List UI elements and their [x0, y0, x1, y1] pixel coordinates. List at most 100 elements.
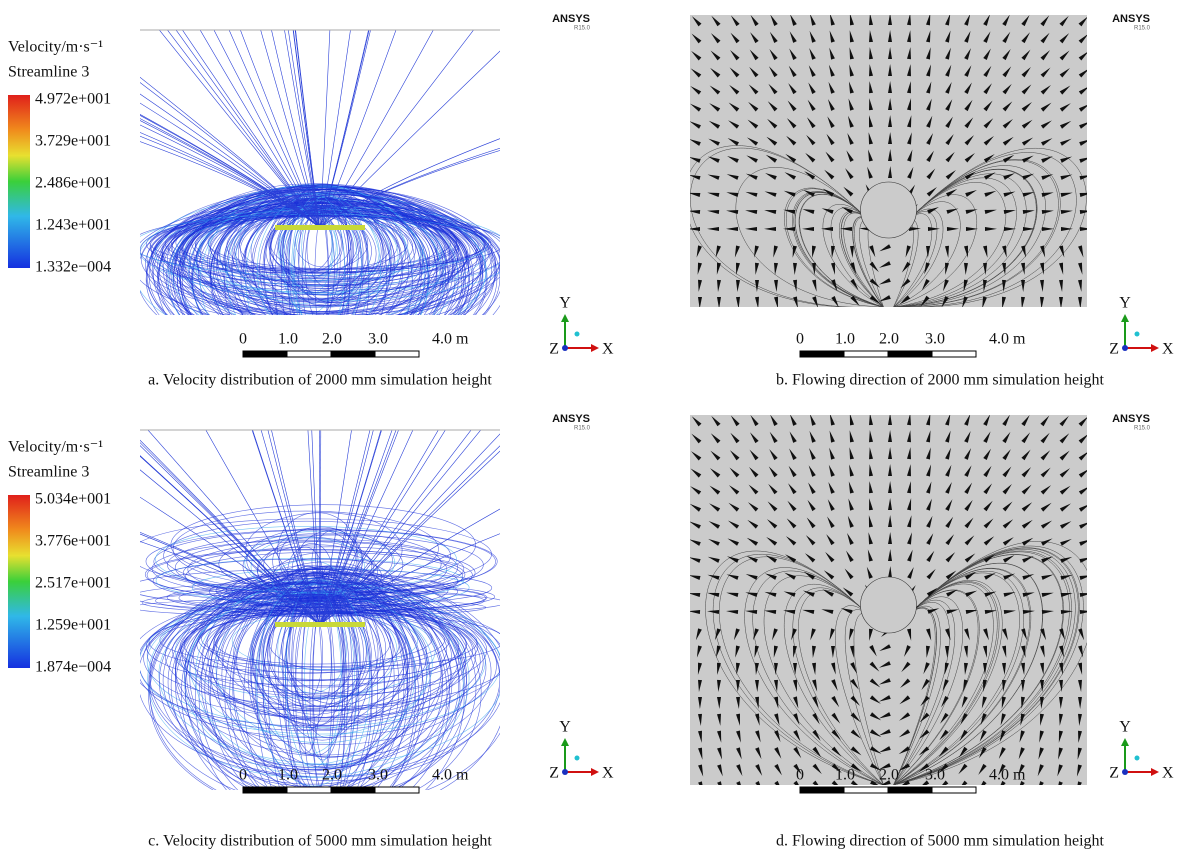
scale-segment	[800, 787, 844, 793]
simulation-image	[684, 13, 1092, 309]
hub	[861, 577, 917, 633]
color-bar	[8, 495, 30, 668]
legend-label: 5.034e+001	[35, 491, 111, 508]
logo-version: R15.0	[1134, 426, 1151, 432]
view-dot	[1135, 332, 1140, 337]
scale-segment	[800, 351, 844, 357]
color-bar	[8, 95, 30, 268]
scale-segment	[331, 787, 375, 793]
axis-y-label: Y	[1119, 719, 1131, 736]
scale-segment	[932, 787, 976, 793]
caption: d. Flowing direction of 5000 mm simulati…	[776, 833, 1105, 850]
scale-label: 2.0	[322, 767, 342, 784]
y-arrow-head	[561, 314, 569, 322]
legend-label: 3.776e+001	[35, 533, 111, 550]
scale-label: 1.0	[278, 767, 298, 784]
axis-z-label: Z	[549, 765, 559, 782]
scale-label: 4.0 m	[989, 767, 1026, 784]
axis-x-label: X	[1162, 341, 1174, 358]
axis-x-label: X	[1162, 765, 1174, 782]
scale-segment	[243, 351, 287, 357]
y-arrow-head	[1121, 314, 1129, 322]
scale-label: 3.0	[368, 331, 388, 348]
origin	[562, 345, 568, 351]
scale-segment	[375, 351, 419, 357]
panel: Velocity/m·s⁻¹ Streamline 3 5.034e+001 3.77…	[0, 225, 687, 850]
origin	[562, 769, 568, 775]
streamline	[283, 215, 332, 272]
panel: Velocity/m·s⁻¹Streamline 34.972e+0013.72…	[0, 0, 699, 389]
view-dot	[575, 756, 580, 761]
logo-version: R15.0	[574, 26, 591, 32]
logo: ANSYS	[552, 13, 590, 25]
scale-segment	[888, 787, 932, 793]
legend-label: 1.332e−004	[35, 259, 111, 276]
scale-label: 0	[239, 767, 247, 784]
logo-version: R15.0	[574, 426, 591, 432]
view-dot	[1135, 756, 1140, 761]
legend-label: 2.486e+001	[35, 175, 111, 192]
legend-label: 1.259e+001	[35, 617, 111, 634]
legend-title: Velocity/m·s⁻¹	[8, 439, 103, 456]
x-arrow-head	[591, 344, 599, 352]
legend-subtitle: Streamline 3	[8, 64, 89, 81]
logo: ANSYS	[1112, 413, 1150, 425]
scale-label: 1.0	[278, 331, 298, 348]
y-arrow-head	[1121, 738, 1129, 746]
scale-segment	[932, 351, 976, 357]
axis-z-label: Z	[1109, 341, 1119, 358]
simulation-image	[0, 225, 687, 831]
scale-segment	[331, 351, 375, 357]
logo: ANSYS	[552, 413, 590, 425]
x-arrow-head	[1151, 344, 1159, 352]
axis-y-label: Y	[1119, 295, 1131, 312]
panel: ANSYSR15.0 0 1.0 2.0 3.0 4.0 m Y Z Xd. Flowing d…	[688, 413, 1174, 850]
scale-segment	[287, 351, 331, 357]
caption: b. Flowing direction of 2000 mm simulati…	[776, 372, 1105, 389]
scale-segment	[375, 787, 419, 793]
scale-label: 2.0	[879, 331, 899, 348]
axis-y-label: Y	[559, 719, 571, 736]
scale-label: 4.0 m	[432, 331, 469, 348]
x-arrow-head	[1151, 768, 1159, 776]
scale-label: 4.0 m	[989, 331, 1026, 348]
legend-label: 1.243e+001	[35, 217, 111, 234]
scale-segment	[844, 787, 888, 793]
scale-segment	[844, 351, 888, 357]
figure: Velocity/m·s⁻¹ Streamline 3 4.972e+001 3.72…	[0, 0, 1189, 852]
scale-segment	[287, 787, 331, 793]
logo: ANSYS	[1112, 13, 1150, 25]
scale-label: 3.0	[925, 767, 945, 784]
scale-label: 3.0	[368, 767, 388, 784]
caption: a. Velocity distribution of 2000 mm simu…	[148, 372, 492, 389]
hub	[861, 182, 917, 238]
scale-segment	[243, 787, 287, 793]
scale-label: 1.0	[835, 767, 855, 784]
panel: ANSYSR15.001.02.03.04.0 mYZXb. Flowing d…	[684, 13, 1174, 389]
scale-label: 4.0 m	[432, 767, 469, 784]
origin	[1122, 769, 1128, 775]
legend-label: 3.729e+001	[35, 133, 111, 150]
scale-segment	[888, 351, 932, 357]
scale-label: 0	[239, 331, 247, 348]
streamline	[320, 238, 422, 625]
legend-subtitle: Streamline 3	[8, 464, 89, 481]
simulation-image	[688, 413, 1094, 793]
origin	[1122, 345, 1128, 351]
scale-label: 2.0	[322, 331, 342, 348]
scale-label: 2.0	[879, 767, 899, 784]
disk	[275, 622, 365, 627]
caption: c. Velocity distribution of 5000 mm simu…	[148, 833, 492, 850]
x-arrow-head	[591, 768, 599, 776]
axis-z-label: Z	[549, 341, 559, 358]
scale-label: 0	[796, 767, 804, 784]
axis-x-label: X	[602, 765, 614, 782]
logo-version: R15.0	[1134, 26, 1151, 32]
disk	[275, 225, 365, 230]
legend-label: 2.517e+001	[35, 575, 111, 592]
axis-z-label: Z	[1109, 765, 1119, 782]
axis-y-label: Y	[559, 295, 571, 312]
y-arrow-head	[561, 738, 569, 746]
legend-label: 4.972e+001	[35, 91, 111, 108]
legend-label: 1.874e−004	[35, 659, 111, 676]
